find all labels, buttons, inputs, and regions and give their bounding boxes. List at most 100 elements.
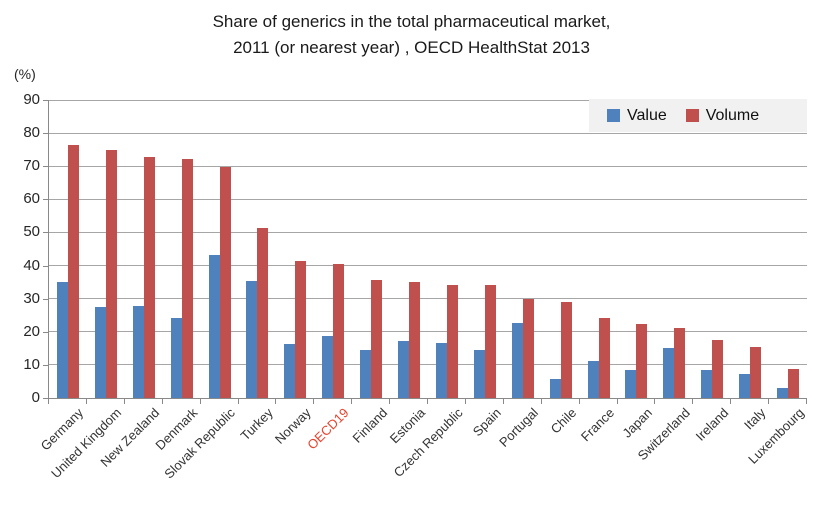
bar-value-czech-republic — [435, 343, 447, 398]
x-axis-tick-19 — [768, 399, 770, 404]
y-axis-label-30: 30 — [23, 289, 40, 307]
x-axis-tick-0 — [48, 399, 49, 404]
bar-volume-italy — [750, 347, 762, 398]
bar-volume-united-kingdom — [105, 149, 117, 398]
y-axis-label-40: 40 — [23, 256, 40, 274]
gridline-60 — [49, 198, 807, 200]
x-axis-tick-14 — [578, 399, 580, 404]
legend-swatch-value — [607, 109, 620, 122]
bar-value-united-kingdom — [94, 307, 106, 398]
bar-value-france — [587, 360, 599, 398]
bar-group-denmark — [163, 100, 201, 398]
bar-volume-new-zealand — [143, 157, 155, 398]
bar-volume-oecd19 — [333, 264, 345, 398]
y-axis-label-50: 50 — [23, 223, 40, 241]
bar-group-chile — [542, 100, 580, 398]
legend-item-value: Value — [607, 107, 667, 125]
x-axis-tick-16 — [654, 399, 656, 404]
bar-value-chile — [549, 379, 561, 398]
gridline-90 — [49, 100, 807, 101]
bar-volume-finland — [371, 279, 383, 398]
bar-volume-portugal — [522, 298, 534, 398]
x-axis-tick-2 — [123, 399, 125, 404]
x-axis-tick-13 — [540, 399, 542, 404]
bar-group-ireland — [693, 100, 731, 398]
bar-group-portugal — [504, 100, 542, 398]
x-axis-tick-3 — [161, 399, 163, 404]
bar-group-finland — [352, 100, 390, 398]
bar-value-turkey — [246, 281, 258, 398]
bar-volume-denmark — [181, 158, 193, 398]
bar-volume-ireland — [712, 340, 724, 398]
bar-volume-turkey — [257, 228, 269, 398]
x-axis-tick-20 — [806, 399, 807, 404]
plot-area — [48, 100, 807, 399]
bar-value-estonia — [398, 340, 410, 398]
y-axis-tick-80 — [43, 133, 48, 135]
x-axis-label-italy: Italy — [741, 405, 769, 433]
legend-label-value: Value — [627, 106, 667, 124]
bar-value-slovak-republic — [208, 254, 220, 398]
x-axis-tick-6 — [275, 399, 277, 404]
bar-volume-germany — [67, 145, 79, 398]
bar-value-finland — [360, 349, 372, 398]
y-axis-label-80: 80 — [23, 124, 40, 142]
bar-group-czech-republic — [428, 100, 466, 398]
y-axis-tick-10 — [43, 364, 48, 366]
bar-group-oecd19 — [314, 100, 352, 398]
bar-group-italy — [731, 100, 769, 398]
bar-group-slovak-republic — [201, 100, 239, 398]
bar-group-estonia — [390, 100, 428, 398]
bar-volume-france — [598, 317, 610, 398]
chart-title: Share of generics in the total pharmaceu… — [0, 9, 823, 61]
bar-volume-switzerland — [674, 328, 686, 398]
legend-item-volume: Volume — [685, 106, 760, 125]
x-axis-label-finland: Finland — [349, 405, 390, 446]
legend: Value Volume — [589, 99, 807, 132]
bar-value-switzerland — [663, 347, 675, 398]
chart-title-line2: 2011 (or nearest year) , OECD HealthStat… — [233, 38, 590, 57]
gridline-70 — [49, 165, 807, 167]
bar-group-spain — [466, 100, 504, 398]
bar-group-norway — [276, 100, 314, 398]
bar-group-turkey — [239, 100, 277, 398]
chart-title-line1: Share of generics in the total pharmaceu… — [212, 12, 611, 31]
x-axis-tick-10 — [427, 399, 428, 404]
bar-volume-luxembourg — [788, 368, 800, 398]
bar-value-ireland — [701, 370, 713, 398]
x-axis-tick-17 — [692, 399, 694, 404]
bar-group-france — [580, 100, 618, 398]
bar-value-italy — [739, 373, 751, 398]
x-axis-label-turkey: Turkey — [237, 405, 277, 444]
legend-label-volume: Volume — [705, 106, 760, 124]
x-axis-label-chile: Chile — [547, 405, 580, 437]
bar-volume-estonia — [409, 282, 421, 398]
bar-volume-norway — [295, 260, 307, 398]
bar-group-new-zealand — [125, 100, 163, 398]
y-axis-tick-0 — [43, 398, 48, 399]
x-axis-label-oecd19: OECD19 — [304, 405, 352, 453]
x-axis-tick-9 — [389, 399, 391, 404]
y-axis-tick-30 — [43, 298, 48, 300]
bar-value-norway — [284, 344, 296, 398]
bar-group-switzerland — [655, 100, 693, 398]
bar-value-oecd19 — [322, 336, 334, 398]
x-axis-tick-1 — [85, 399, 87, 404]
x-axis-tick-5 — [237, 399, 239, 404]
bar-volume-japan — [636, 323, 648, 398]
x-axis-tick-4 — [199, 399, 201, 404]
x-axis-label-japan: Japan — [619, 405, 656, 441]
y-axis-tick-90 — [43, 100, 48, 101]
bar-volume-czech-republic — [446, 284, 458, 398]
y-axis-label-90: 90 — [23, 91, 40, 108]
x-axis-tick-12 — [502, 399, 504, 404]
y-axis-label-0: 0 — [31, 389, 40, 406]
x-axis-label-france: France — [577, 405, 618, 445]
gridline-80 — [49, 132, 807, 134]
x-axis-tick-18 — [730, 399, 732, 404]
x-axis-tick-11 — [464, 399, 466, 404]
legend-swatch-volume — [685, 109, 699, 122]
bar-value-luxembourg — [777, 388, 789, 398]
x-axis-label-czech-republic: Czech Republic — [390, 405, 466, 480]
